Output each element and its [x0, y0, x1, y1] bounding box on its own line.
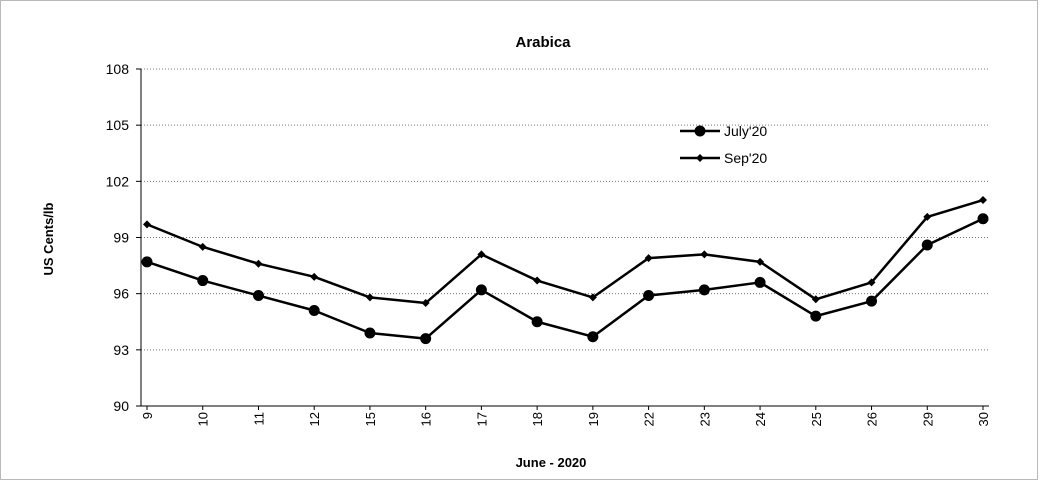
y-tick-label: 108: [106, 61, 130, 77]
data-point: [811, 295, 820, 304]
y-axis-label: US Cents/lb: [41, 202, 56, 275]
data-point: [308, 305, 320, 317]
legend-label: July'20: [724, 123, 767, 139]
y-tick-label: 102: [106, 173, 130, 189]
series-1: [143, 196, 987, 308]
data-point: [866, 295, 878, 307]
data-point: [475, 284, 487, 296]
x-tick-label: 9: [140, 412, 155, 419]
y-tick-label: 105: [106, 117, 130, 133]
data-point: [923, 212, 932, 221]
y-tick-label: 99: [113, 230, 129, 246]
x-tick-label: 16: [419, 412, 434, 426]
data-point: [420, 333, 432, 345]
x-tick-label: 19: [586, 412, 601, 426]
chart-title: Arabica: [515, 34, 571, 51]
data-point: [531, 316, 543, 328]
x-tick-label: 29: [920, 412, 935, 426]
data-point: [698, 284, 710, 296]
x-tick-label: 25: [809, 412, 824, 426]
y-tick-label: 90: [113, 398, 129, 414]
series-layer: [141, 196, 989, 345]
series-line: [146, 217, 984, 340]
x-tick-label: 18: [530, 412, 545, 426]
y-tick-label: 96: [113, 286, 129, 302]
data-point: [810, 310, 822, 322]
data-point: [921, 239, 933, 251]
data-point: [533, 276, 542, 285]
data-point: [365, 293, 374, 302]
axes: [136, 68, 989, 410]
data-point: [644, 254, 653, 263]
data-point: [254, 259, 263, 268]
x-tick-label: 24: [753, 412, 768, 426]
y-tick-labels: 90 93 96 99 102 105 108: [106, 61, 130, 414]
data-point: [198, 242, 207, 251]
series-0: [141, 213, 989, 345]
data-point: [979, 196, 987, 205]
data-point: [421, 299, 430, 308]
data-point: [754, 276, 766, 288]
x-tick-label: 23: [697, 412, 712, 426]
legend-entry: July'20: [680, 123, 767, 139]
data-point: [141, 256, 153, 268]
data-point: [588, 293, 597, 302]
x-tick-label: 15: [363, 412, 378, 426]
legend-label: Sep'20: [724, 150, 767, 166]
x-tick-label: 26: [865, 412, 880, 426]
x-tick-label: 17: [474, 412, 489, 426]
data-point: [587, 331, 599, 343]
data-point: [643, 290, 655, 302]
data-point: [364, 327, 376, 339]
x-tick-label: 10: [196, 412, 211, 426]
series-line: [146, 198, 984, 305]
x-tick-label: 11: [251, 412, 266, 426]
x-tick-labels: 9 10 11 12 15 16 17 18 19 22 23 24 25 26 29 30: [140, 412, 991, 426]
data-point: [700, 250, 709, 259]
y-tick-label: 93: [113, 342, 129, 358]
data-point: [477, 250, 486, 259]
data-point: [197, 275, 209, 287]
data-point: [143, 220, 151, 229]
data-point: [252, 290, 264, 302]
data-point: [310, 272, 319, 281]
x-tick-label: 30: [976, 412, 991, 426]
data-point: [867, 278, 876, 287]
legend-entry: Sep'20: [680, 150, 767, 166]
x-tick-label: 22: [642, 412, 657, 426]
data-point: [756, 257, 765, 266]
data-point: [977, 213, 989, 225]
gridlines: [141, 68, 989, 351]
x-tick-label: 12: [307, 412, 322, 426]
x-axis-label: June - 2020: [516, 455, 587, 470]
legend: July'20 Sep'20: [680, 123, 767, 166]
legend-marker: [694, 125, 706, 137]
legend-marker: [696, 154, 704, 162]
